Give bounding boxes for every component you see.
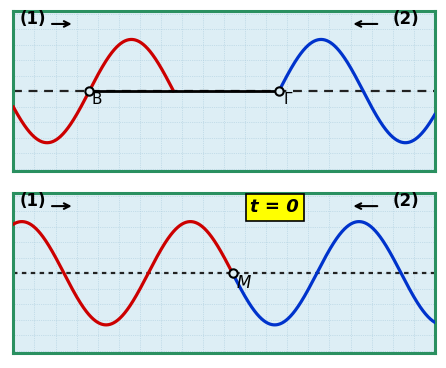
Text: Γ: Γ [283,92,292,107]
Text: (2): (2) [392,192,419,210]
Text: t = 0: t = 0 [250,198,299,216]
Text: (2): (2) [392,10,419,28]
Text: M: M [237,274,251,292]
Text: B: B [91,92,102,107]
Text: (1): (1) [20,192,46,210]
Text: (1): (1) [20,10,46,28]
